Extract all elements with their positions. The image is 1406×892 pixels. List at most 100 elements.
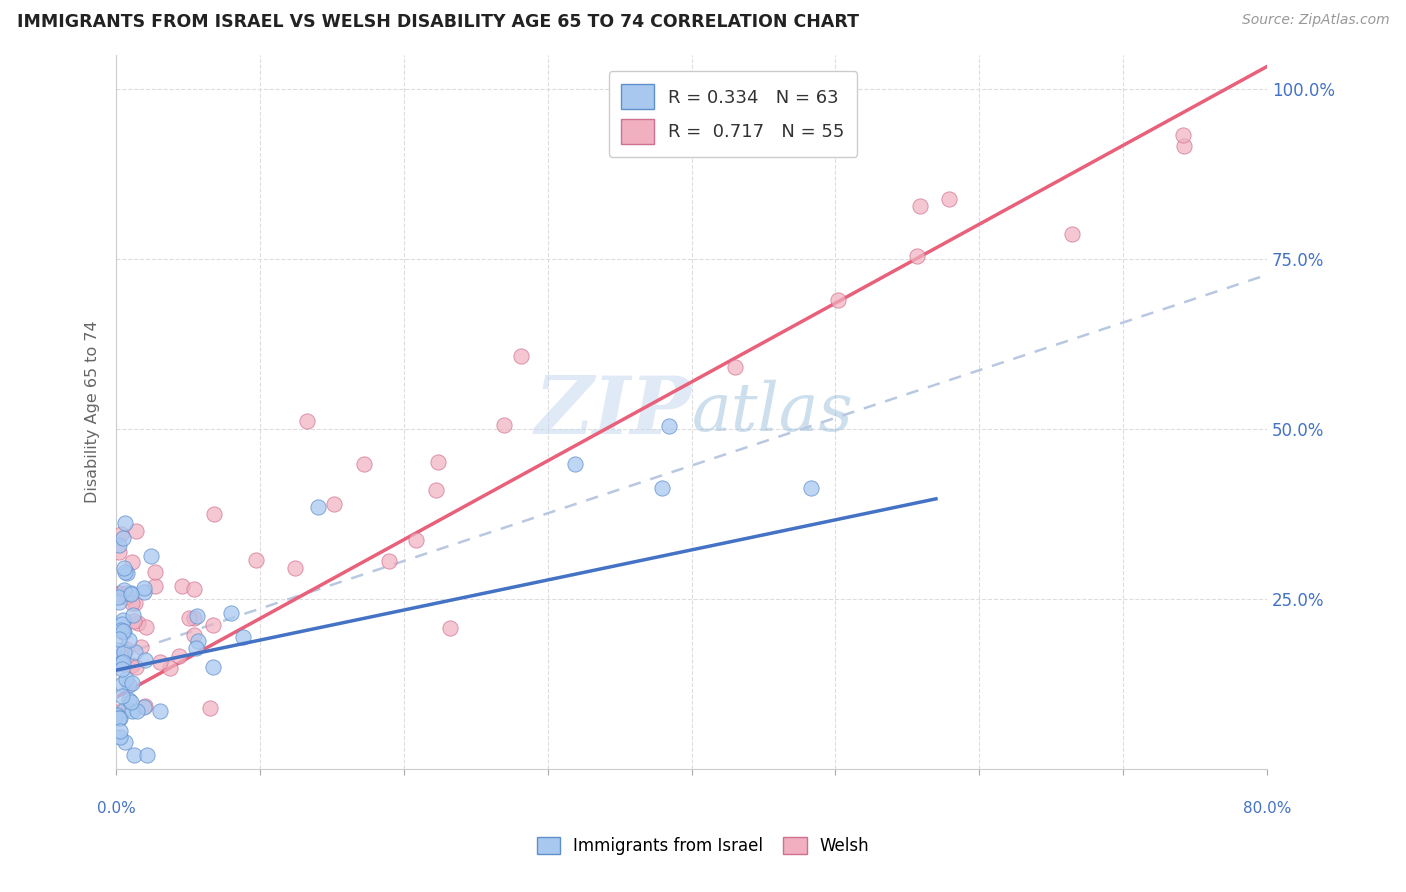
- Point: [135, 619, 157, 633]
- Point: [108, 711, 131, 725]
- Point: [122, 747, 145, 762]
- Point: [564, 457, 586, 471]
- Point: [187, 633, 209, 648]
- Point: [143, 565, 166, 579]
- Point: [658, 418, 681, 433]
- Point: [111, 677, 134, 691]
- Point: [284, 561, 307, 575]
- Point: [108, 538, 131, 552]
- Point: [112, 625, 135, 640]
- Point: [172, 579, 194, 593]
- Text: Source: ZipAtlas.com: Source: ZipAtlas.com: [1241, 13, 1389, 28]
- Point: [108, 710, 131, 724]
- Point: [111, 613, 134, 627]
- Point: [134, 698, 156, 713]
- Point: [121, 596, 143, 610]
- Text: atlas: atlas: [692, 379, 853, 444]
- Point: [122, 607, 145, 622]
- Point: [118, 693, 141, 707]
- Point: [112, 560, 135, 574]
- Point: [115, 672, 138, 686]
- Point: [108, 595, 131, 609]
- Point: [232, 630, 254, 644]
- Point: [121, 555, 143, 569]
- Text: 80.0%: 80.0%: [1243, 801, 1291, 816]
- Point: [1060, 227, 1083, 242]
- Point: [425, 483, 447, 497]
- Point: [124, 596, 146, 610]
- Point: [307, 500, 329, 514]
- Point: [120, 695, 142, 709]
- Point: [114, 590, 136, 604]
- Point: [111, 689, 134, 703]
- Point: [115, 642, 138, 657]
- Point: [107, 590, 129, 604]
- Point: [105, 643, 128, 657]
- Point: [121, 657, 143, 672]
- Point: [114, 516, 136, 530]
- Point: [136, 747, 159, 762]
- Point: [159, 660, 181, 674]
- Point: [110, 617, 132, 632]
- Point: [127, 616, 149, 631]
- Point: [108, 586, 131, 600]
- Point: [107, 705, 129, 719]
- Point: [112, 645, 135, 659]
- Point: [908, 199, 931, 213]
- Point: [112, 624, 135, 638]
- Point: [149, 655, 172, 669]
- Point: [186, 609, 208, 624]
- Point: [111, 624, 134, 639]
- Text: ZIP: ZIP: [534, 373, 692, 450]
- Point: [724, 359, 747, 374]
- Point: [108, 544, 131, 558]
- Point: [132, 699, 155, 714]
- Point: [179, 611, 201, 625]
- Point: [183, 628, 205, 642]
- Point: [245, 553, 267, 567]
- Point: [105, 649, 128, 664]
- Point: [118, 678, 141, 692]
- Point: [378, 554, 401, 568]
- Text: 0.0%: 0.0%: [97, 801, 135, 816]
- Point: [111, 642, 134, 657]
- Point: [112, 582, 135, 597]
- Point: [134, 653, 156, 667]
- Point: [108, 723, 131, 738]
- Point: [114, 734, 136, 748]
- Point: [120, 587, 142, 601]
- Point: [651, 481, 673, 495]
- Point: [112, 703, 135, 717]
- Point: [110, 623, 132, 637]
- Point: [905, 249, 928, 263]
- Point: [439, 621, 461, 635]
- Point: [115, 586, 138, 600]
- Point: [127, 704, 149, 718]
- Point: [122, 614, 145, 628]
- Point: [219, 606, 242, 620]
- Point: [110, 662, 132, 676]
- Point: [111, 656, 134, 670]
- Point: [183, 582, 205, 596]
- Point: [353, 457, 375, 471]
- Point: [105, 708, 128, 723]
- Point: [117, 632, 139, 647]
- Point: [124, 645, 146, 659]
- Y-axis label: Disability Age 65 to 74: Disability Age 65 to 74: [86, 320, 100, 503]
- Point: [198, 700, 221, 714]
- Point: [297, 413, 319, 427]
- Point: [107, 587, 129, 601]
- Text: IMMIGRANTS FROM ISRAEL VS WELSH DISABILITY AGE 65 TO 74 CORRELATION CHART: IMMIGRANTS FROM ISRAEL VS WELSH DISABILI…: [17, 13, 859, 31]
- Point: [323, 497, 346, 511]
- Point: [105, 657, 128, 671]
- Point: [110, 656, 132, 670]
- Legend: R = 0.334   N = 63, R =  0.717   N = 55: R = 0.334 N = 63, R = 0.717 N = 55: [609, 71, 858, 157]
- Point: [121, 704, 143, 718]
- Point: [800, 481, 823, 495]
- Point: [132, 585, 155, 599]
- Point: [115, 566, 138, 580]
- Point: [143, 579, 166, 593]
- Point: [112, 532, 135, 546]
- Point: [1173, 139, 1195, 153]
- Point: [1173, 128, 1195, 142]
